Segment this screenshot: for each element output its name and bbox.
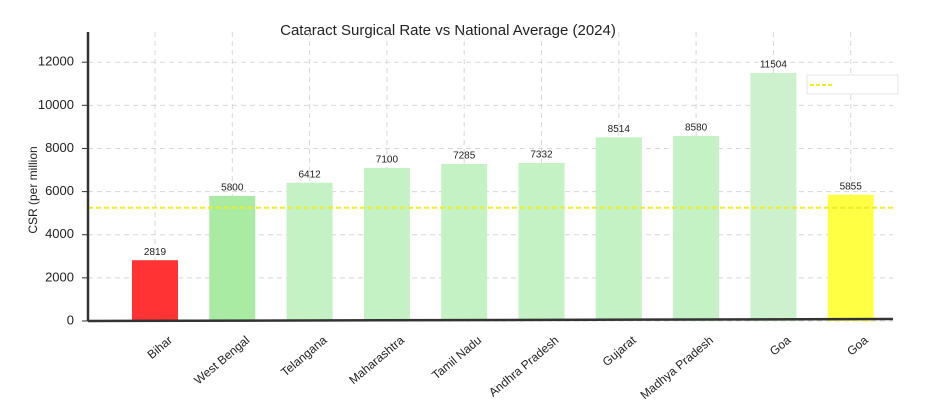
- value-label: 6412: [298, 169, 321, 180]
- value-label: 7332: [530, 150, 553, 161]
- bar: [441, 163, 488, 321]
- x-tick-label: Madhya Pradesh: [638, 333, 717, 402]
- y-tick-label: 12000: [38, 54, 74, 69]
- bar: [750, 72, 797, 321]
- value-label: 8580: [685, 123, 708, 134]
- bar: [286, 182, 333, 321]
- x-tick-label: Andhra Pradesh: [486, 333, 561, 399]
- bar: [518, 162, 565, 321]
- value-label: 5855: [840, 181, 863, 192]
- y-axis-label: CSR (per million: [26, 146, 40, 233]
- x-tick-label: Telangana: [278, 333, 330, 380]
- bar: [209, 195, 256, 321]
- bar: [673, 135, 720, 321]
- x-tick-label: Gujarat: [600, 333, 640, 369]
- x-tick-label: Bihar: [145, 333, 175, 362]
- x-tick-label: Goa: [767, 333, 794, 359]
- chart-title: Cataract Surgical Rate vs National Avera…: [280, 22, 616, 39]
- x-tick-label: Maharashtra: [346, 333, 407, 387]
- value-label: 2819: [144, 247, 167, 258]
- y-tick-label: 0: [67, 312, 74, 327]
- x-tick-label: Goa: [844, 333, 871, 359]
- x-tick-label: Tamil Nadu: [429, 333, 484, 382]
- y-tick-label: 2000: [45, 269, 74, 284]
- value-label: 7100: [376, 155, 399, 166]
- y-tick-label: 10000: [38, 97, 74, 112]
- y-tick-label: 8000: [45, 140, 74, 155]
- bar: [827, 194, 874, 321]
- value-label: 11504: [760, 60, 788, 71]
- y-tick-label: 4000: [45, 226, 74, 241]
- y-tick-label: 6000: [45, 183, 74, 198]
- value-label: 5800: [221, 183, 244, 194]
- x-axis: [87, 317, 894, 323]
- x-tick-label: West Bengal: [191, 333, 252, 387]
- bar: [595, 137, 642, 321]
- bar: [132, 260, 178, 321]
- value-label: 7285: [453, 151, 476, 162]
- legend-box: [806, 74, 899, 95]
- bar: [363, 167, 410, 321]
- value-label: 8514: [608, 124, 631, 135]
